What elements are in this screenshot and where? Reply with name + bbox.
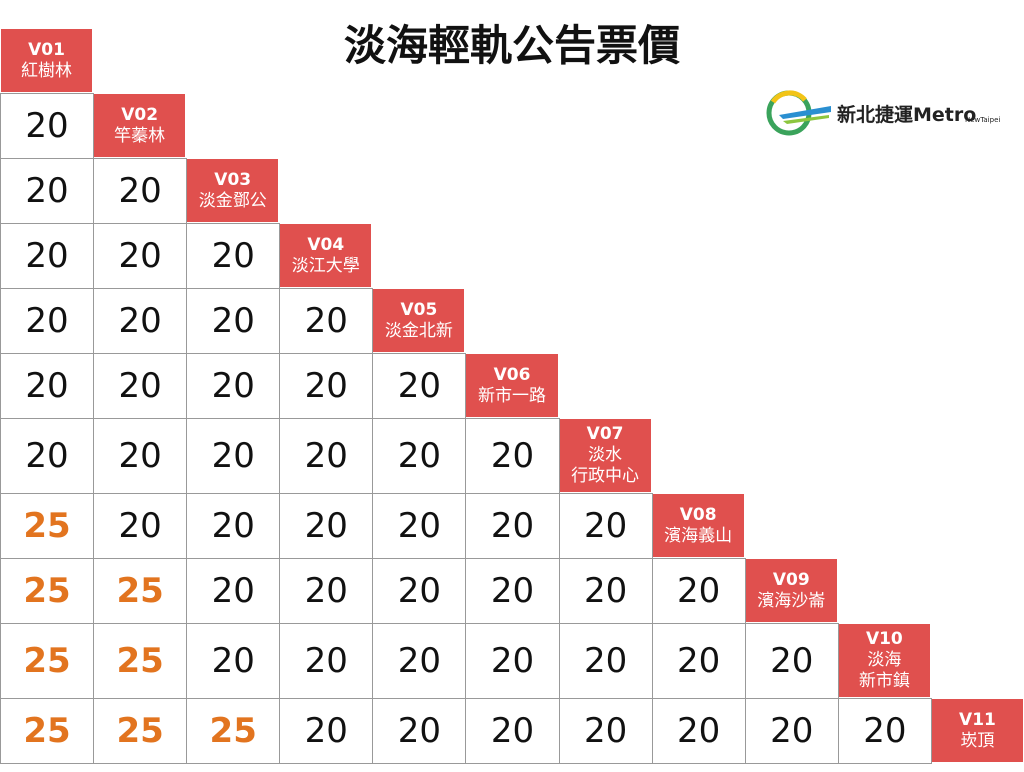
- fare-cell: 20: [279, 493, 374, 559]
- logo: 新北捷運Metro NewTaipei: [765, 88, 1005, 138]
- fare-cell: 20: [465, 558, 560, 624]
- station-code: V11: [959, 709, 996, 730]
- fare-cell: 20: [93, 353, 188, 419]
- station-code: V07: [586, 424, 624, 444]
- station-name: 新市一路: [477, 385, 546, 406]
- station-header: V06 新市一路: [465, 353, 559, 418]
- station-header: V10 淡海 新市鎮: [837, 623, 931, 698]
- station-header: V03 淡金鄧公: [186, 158, 280, 223]
- station-name: 紅樹林: [21, 60, 73, 81]
- fare-cell: 20: [0, 158, 95, 224]
- station-name: 濱海沙崙: [757, 590, 826, 611]
- fare-cell: 20: [93, 493, 188, 559]
- fare-cell: 25: [93, 558, 188, 624]
- station-header: V11 崁頂: [930, 698, 1024, 763]
- station-name: 行政中心: [571, 466, 640, 486]
- station-name: 崁頂: [960, 730, 995, 751]
- station-header: V05 淡金北新: [372, 288, 466, 353]
- station-code: V04: [307, 234, 345, 255]
- station-header: V09 濱海沙崙: [744, 558, 838, 623]
- fare-cell: 20: [372, 493, 467, 559]
- fare-cell: 25: [93, 623, 188, 699]
- fare-cell: 20: [651, 623, 746, 699]
- fare-cell: 20: [279, 418, 374, 494]
- station-code: V10: [865, 629, 903, 649]
- station-header: V01 紅樹林: [0, 28, 94, 93]
- fare-cell: 20: [186, 223, 281, 289]
- fare-cell: 20: [651, 698, 746, 764]
- fare-cell: 20: [186, 558, 281, 624]
- fare-cell: 20: [0, 223, 95, 289]
- logo-brand: 新北捷運Metro: [837, 104, 977, 126]
- fare-cell: 20: [93, 288, 188, 354]
- fare-cell: 20: [558, 623, 653, 699]
- station-code: V08: [679, 504, 717, 525]
- fare-cell: 20: [837, 698, 932, 764]
- fare-cell: 20: [744, 623, 839, 699]
- fare-cell: 20: [0, 353, 95, 419]
- fare-cell: 25: [0, 558, 95, 624]
- fare-cell: 20: [93, 223, 188, 289]
- fare-cell: 20: [372, 353, 467, 419]
- fare-cell: 20: [93, 418, 188, 494]
- fare-cell: 20: [186, 418, 281, 494]
- station-code: V03: [214, 169, 252, 190]
- fare-cell: 20: [744, 698, 839, 764]
- station-name: 淡江大學: [291, 255, 360, 276]
- fare-cell: 20: [372, 558, 467, 624]
- fare-cell: 20: [186, 493, 281, 559]
- fare-cell: 20: [465, 493, 560, 559]
- fare-cell: 25: [0, 493, 95, 559]
- station-header: V04 淡江大學: [279, 223, 373, 288]
- station-header: V08 濱海義山: [651, 493, 745, 558]
- fare-cell: 20: [558, 558, 653, 624]
- fare-cell: 25: [0, 698, 95, 764]
- fare-cell: 20: [279, 698, 374, 764]
- fare-cell: 20: [93, 158, 188, 224]
- fare-cell: 25: [0, 623, 95, 699]
- fare-cell: 20: [0, 288, 95, 354]
- fare-cell: 20: [279, 558, 374, 624]
- fare-cell: 20: [372, 418, 467, 494]
- fare-cell: 20: [279, 623, 374, 699]
- fare-cell: 20: [186, 288, 281, 354]
- fare-cell: 20: [558, 493, 653, 559]
- title: 淡海輕軌公告票價: [343, 21, 680, 70]
- fare-cell: 20: [186, 623, 281, 699]
- station-name: 竿蓁林: [114, 125, 166, 146]
- station-name: 淡金北新: [384, 320, 453, 341]
- fare-cell: 20: [279, 353, 374, 419]
- station-name: 新市鎮: [858, 671, 910, 691]
- fare-cell: 20: [651, 558, 746, 624]
- station-code: V05: [400, 299, 438, 320]
- fare-cell: 20: [0, 93, 95, 159]
- fare-cell: 20: [558, 698, 653, 764]
- logo-sub: NewTaipei: [965, 116, 1001, 124]
- fare-cell: 20: [279, 288, 374, 354]
- fare-cell: 20: [465, 698, 560, 764]
- logo-icon: [766, 90, 831, 136]
- station-code: V02: [121, 104, 159, 125]
- station-name: 淡金鄧公: [198, 190, 267, 211]
- station-header: V02 竿蓁林: [93, 93, 187, 158]
- station-name: 淡水: [588, 445, 623, 465]
- station-code: V09: [772, 569, 810, 590]
- station-code: V06: [493, 364, 531, 385]
- fare-cell: 20: [186, 353, 281, 419]
- fare-cell: 20: [372, 698, 467, 764]
- fare-cell: 20: [372, 623, 467, 699]
- fare-cell: 25: [93, 698, 188, 764]
- station-name: 濱海義山: [664, 525, 733, 546]
- fare-cell: 20: [0, 418, 95, 494]
- station-name: 淡海: [867, 650, 902, 670]
- fare-cell: 20: [465, 418, 560, 494]
- fare-cell: 25: [186, 698, 281, 764]
- station-code: V01: [28, 39, 65, 60]
- fare-cell: 20: [465, 623, 560, 699]
- station-header: V07 淡水 行政中心: [558, 418, 652, 493]
